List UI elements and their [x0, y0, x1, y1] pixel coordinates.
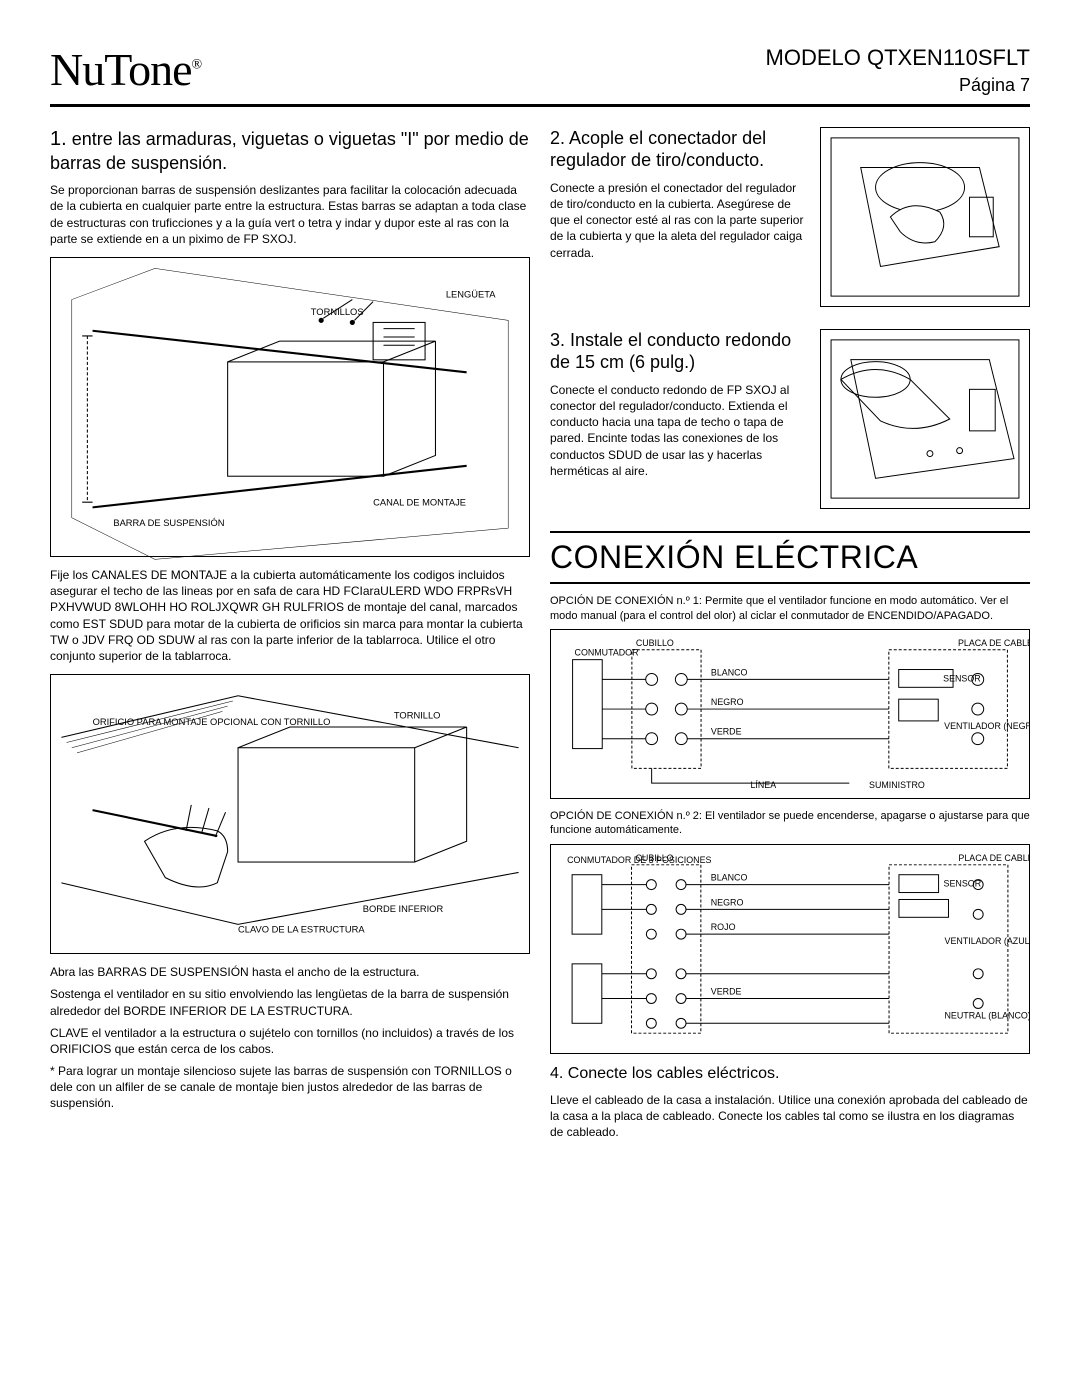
- fig1-lbl-barra: BARRA DE SUSPENSIÓN: [113, 518, 224, 528]
- w2-blanco: BLANCO: [711, 872, 748, 882]
- w1-sumin: SUMINISTRO: [869, 780, 925, 790]
- step1-lead: 1.: [50, 128, 67, 150]
- header-meta: MODELO QTXEN110SFLT Página 7: [766, 44, 1030, 98]
- w1-vent: VENTILADOR (NEGRO): [944, 721, 1029, 731]
- fig1-lbl-tornillos: TORNILLOS: [311, 307, 364, 317]
- wiring-diagram-1: CONMUTADOR CUBILLO BLANCO NEGRO VERDE PL…: [550, 629, 1030, 799]
- w1-sensor: SENSOR: [943, 673, 980, 683]
- left-column: 1. entre las armaduras, viguetas o vigue…: [50, 127, 530, 1146]
- w2-cubillo: CUBILLO: [635, 852, 673, 862]
- fig1-lbl-canal: CANAL DE MONTAJE: [373, 497, 466, 507]
- w2-ventaz: VENTILADOR (AZUL): [945, 936, 1029, 946]
- page-label: Página 7: [766, 74, 1030, 97]
- figure-suspension-bars: LENGÜETA TORNILLOS CANAL DE MONTAJE BARR…: [50, 257, 530, 557]
- step3-block: 3. Instale el conducto redondo de 15 cm …: [550, 329, 1030, 517]
- w1-linea: LÍNEA: [750, 780, 776, 790]
- w1-blanco: BLANCO: [711, 667, 748, 677]
- figure-duct: [820, 329, 1030, 509]
- bottom3: CLAVE el ventilador a la estructura o su…: [50, 1025, 530, 1057]
- step1-title: entre las armaduras, viguetas o viguetas…: [50, 129, 529, 173]
- fig2-lbl-tornillo: TORNILLO: [394, 711, 441, 721]
- registered-mark: ®: [192, 58, 202, 73]
- brand-text: NuTone: [50, 44, 192, 95]
- w2-rojo: ROJO: [711, 922, 736, 932]
- step4-heading: 4. Conecte los cables eléctricos.: [550, 1064, 1030, 1084]
- page-header: NuTone® MODELO QTXEN110SFLT Página 7: [50, 40, 1030, 107]
- step1-heading: 1. entre las armaduras, viguetas o vigue…: [50, 127, 530, 175]
- w2-sensor: SENSOR: [944, 878, 982, 888]
- figure-connector: [820, 127, 1030, 307]
- w1-placa: PLACA DE CABLEADO: [958, 638, 1029, 648]
- w2-placa: PLACA DE CABLEADO: [958, 852, 1029, 862]
- mid-body1: Fije los CANALES DE MONTAJE a la cubiert…: [50, 567, 530, 664]
- w1-conm: CONMUTADOR: [575, 648, 639, 658]
- w2-negro: NEGRO: [711, 897, 744, 907]
- right-column: 2. Acople el conectador del regulador de…: [550, 127, 1030, 1146]
- bottom1: Abra las BARRAS DE SUSPENSIÓN hasta el a…: [50, 964, 530, 980]
- step2-block: 2. Acople el conectador del regulador de…: [550, 127, 1030, 315]
- left-bottom-notes: Abra las BARRAS DE SUSPENSIÓN hasta el a…: [50, 964, 530, 1112]
- electrical-title: CONEXIÓN ELÉCTRICA: [550, 531, 1030, 585]
- step1-body: Se proporcionan barras de suspensión des…: [50, 182, 530, 247]
- step4-body: Lleve el cableado de la casa a instalaci…: [550, 1092, 1030, 1141]
- fig2-lbl-clavo: CLAVO DE LA ESTRUCTURA: [238, 925, 365, 935]
- fig1-lbl-lengueta: LENGÜETA: [446, 290, 496, 300]
- w1-cubillo: CUBILLO: [636, 638, 674, 648]
- wiring-diagram-2: CONMUTADOR DE 3 POSICIONES CUBILLO BLANC…: [550, 844, 1030, 1054]
- w1-negro: NEGRO: [711, 697, 744, 707]
- figure-install-hand: ORIFICIO PARA MONTAJE OPCIONAL CON TORNI…: [50, 674, 530, 954]
- opt2-text: OPCIÓN DE CONEXIÓN n.º 2: El ventilador …: [550, 809, 1030, 838]
- brand-logo: NuTone®: [50, 40, 201, 100]
- w2-neutral: NEUTRAL (BLANCO): [945, 1010, 1029, 1020]
- figure1-svg: LENGÜETA TORNILLOS CANAL DE MONTAJE BARR…: [51, 258, 529, 570]
- w2-verde: VERDE: [711, 986, 742, 996]
- fig2-lbl-orificio: ORIFICIO PARA MONTAJE OPCIONAL CON TORNI…: [93, 717, 331, 727]
- bottom2: Sostenga el ventilador en su sitio envol…: [50, 986, 530, 1018]
- content-columns: 1. entre las armaduras, viguetas o vigue…: [50, 127, 1030, 1146]
- model-label: MODELO QTXEN110SFLT: [766, 44, 1030, 73]
- fig2-lbl-borde: BORDE INFERIOR: [363, 904, 444, 914]
- bottom4: * Para lograr un montaje silencioso suje…: [50, 1063, 530, 1112]
- opt1-text: OPCIÓN DE CONEXIÓN n.º 1: Permite que el…: [550, 594, 1030, 623]
- figure2-svg: ORIFICIO PARA MONTAJE OPCIONAL CON TORNI…: [51, 675, 529, 966]
- w1-verde: VERDE: [711, 727, 742, 737]
